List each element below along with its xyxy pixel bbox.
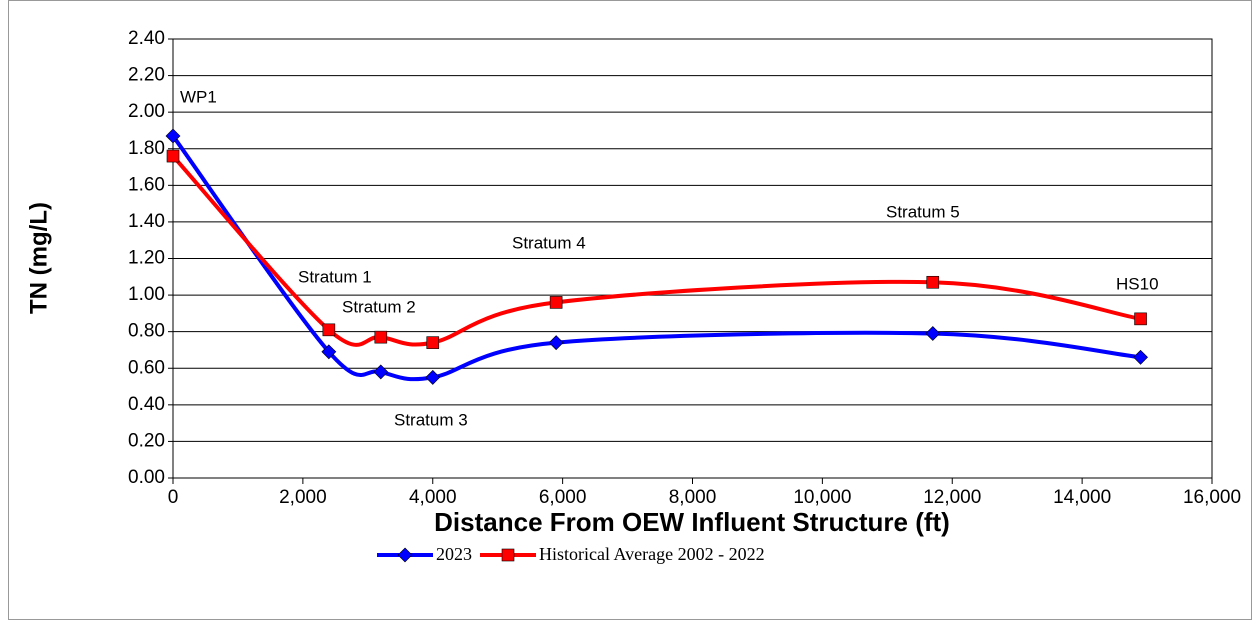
y-tick-label: 2.40 — [128, 28, 165, 49]
marker — [397, 547, 413, 563]
x-tick-label: 10,000 — [793, 487, 851, 508]
plot-area — [172, 38, 1213, 479]
x-axis-title: Distance From OEW Influent Structure (ft… — [434, 507, 950, 537]
marker — [926, 275, 940, 289]
y-tick-label: 0.20 — [128, 430, 165, 451]
x-tick-label: 14,000 — [1053, 487, 1111, 508]
y-tick-label: 1.40 — [128, 211, 165, 232]
annotation: Stratum 1 — [298, 267, 372, 286]
x-tick-label: 12,000 — [923, 487, 981, 508]
marker — [166, 149, 180, 163]
y-tick-label: 0.60 — [128, 357, 165, 378]
annotation: HS10 — [1116, 274, 1159, 293]
y-tick-label: 1.20 — [128, 248, 165, 269]
y-tick-label: 0.40 — [128, 394, 165, 415]
legend-label: 2023 — [436, 544, 472, 564]
marker — [925, 326, 941, 341]
marker — [426, 336, 440, 349]
x-tick-label: 0 — [168, 487, 179, 508]
y-tick-label: 1.00 — [128, 284, 165, 305]
marker — [374, 330, 388, 344]
x-tick-label: 6,000 — [539, 487, 587, 508]
annotation: Stratum 2 — [342, 297, 416, 316]
y-tick-label: 0.80 — [128, 321, 165, 342]
legend-label: Historical Average 2002 - 2022 — [539, 544, 765, 564]
x-tick-label: 16,000 — [1183, 487, 1241, 508]
marker — [501, 548, 515, 562]
annotation: WP1 — [180, 87, 217, 106]
x-tick-label: 4,000 — [409, 487, 457, 508]
x-tick-label: 8,000 — [669, 487, 717, 508]
annotation: Stratum 4 — [512, 233, 586, 252]
marker — [1134, 312, 1147, 326]
y-tick-label: 2.00 — [128, 101, 165, 122]
marker — [373, 364, 389, 380]
marker — [1133, 349, 1148, 365]
marker — [548, 335, 564, 351]
series-line — [171, 154, 1141, 347]
y-tick-label: 2.20 — [128, 65, 165, 86]
y-tick-label: 1.80 — [128, 138, 165, 159]
y-axis-title: TN (mg/L) — [25, 202, 52, 314]
annotation: Stratum 3 — [394, 410, 468, 429]
marker — [321, 344, 337, 360]
x-tick-label: 2,000 — [279, 487, 327, 508]
y-tick-label: 1.60 — [128, 174, 165, 195]
annotation: Stratum 5 — [886, 202, 960, 221]
chart-frame — [8, 0, 1252, 620]
legend: 2023 Historical Average 2002 - 2022 — [377, 544, 765, 564]
marker — [549, 296, 563, 309]
marker — [425, 369, 441, 385]
marker — [322, 323, 336, 337]
y-tick-label: 0.00 — [128, 467, 165, 488]
marker — [165, 128, 181, 144]
